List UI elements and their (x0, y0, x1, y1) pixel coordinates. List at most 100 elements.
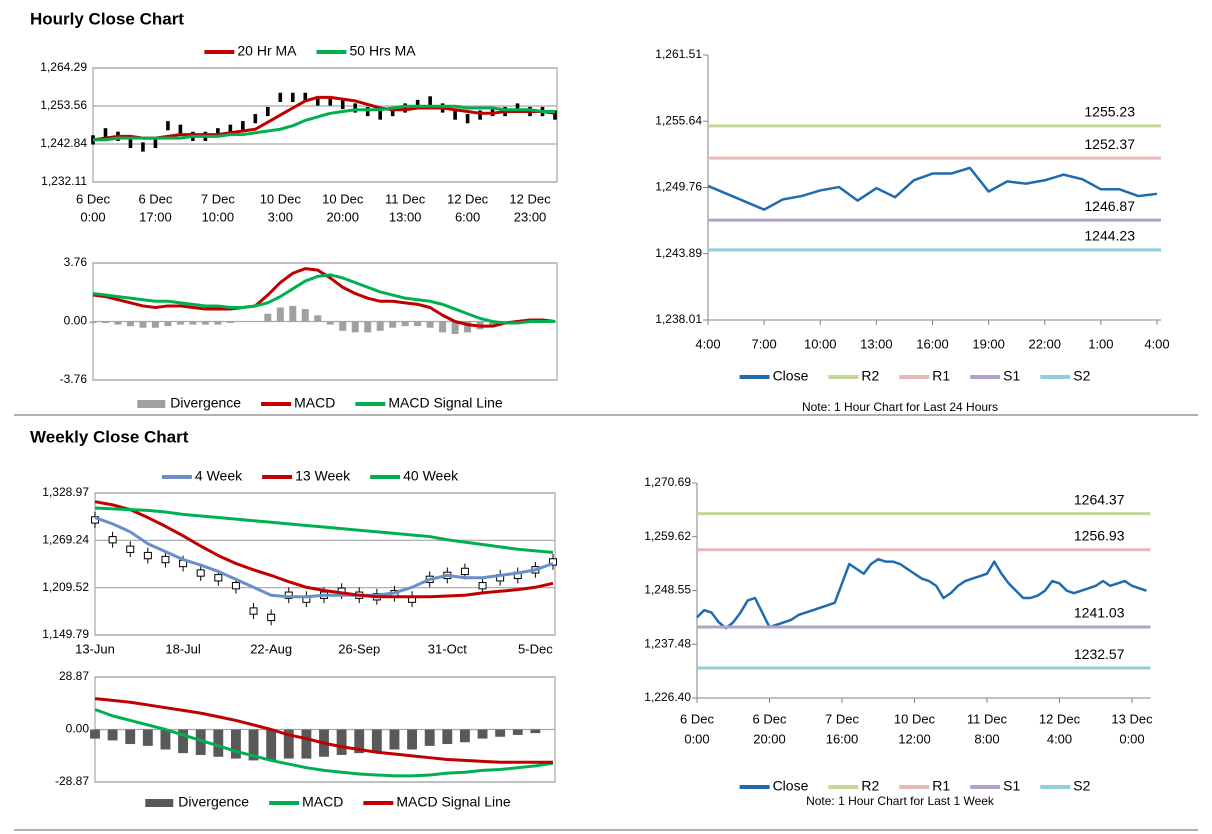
x-tick-label: 11 Dec (385, 191, 426, 206)
candle (241, 121, 245, 131)
section-title: Hourly Close Chart (30, 9, 184, 28)
y-tick-label: 28.87 (59, 669, 89, 683)
legend-swatch (145, 799, 174, 807)
candle (153, 138, 158, 149)
y-tick-label: -28.87 (55, 774, 89, 788)
divergence-bar (530, 729, 541, 734)
divergence-bar (213, 729, 224, 757)
divergence-bar (401, 321, 409, 327)
candle-body (249, 607, 258, 615)
x-tick-label: 10 Dec (894, 711, 936, 726)
legend-label: S1 (1003, 368, 1020, 384)
divergence-bar (226, 321, 234, 324)
divergence-bar (489, 321, 497, 327)
legend-label: 40 Week (403, 468, 459, 484)
x-tick-label: 20:00 (326, 209, 359, 224)
candle (453, 110, 457, 120)
plot-frame (94, 492, 556, 636)
y-tick-label: 1,255.64 (655, 113, 702, 127)
series-line (707, 166, 1158, 211)
divergence-bar (178, 729, 189, 754)
legend-label: S2 (1073, 778, 1090, 794)
y-tick-label: 1,248.55 (644, 583, 691, 597)
divergence-bar (126, 321, 134, 327)
x-tick-label: 19:00 (972, 336, 1005, 351)
y-tick-label: 1,264.29 (40, 60, 87, 74)
legend-label: R2 (861, 778, 879, 794)
x-tick-label: 6:00 (455, 209, 480, 224)
x-tick-label: 20:00 (753, 731, 786, 746)
divergence-bar (389, 321, 397, 328)
x-tick-label: 10 Dec (322, 191, 364, 206)
divergence-bar (248, 729, 259, 761)
legend-label: MACD (294, 395, 335, 411)
divergence-bar (142, 729, 153, 746)
divergence-bar (289, 305, 297, 322)
divergence-bar (90, 729, 100, 739)
y-tick-label: 1,232.11 (41, 174, 87, 188)
x-tick-label: 16:00 (916, 336, 949, 351)
candle-body (196, 569, 205, 577)
candle-body (143, 551, 152, 560)
y-tick-label: 1,270.69 (644, 475, 691, 489)
candle (390, 106, 395, 117)
divergence-bar (442, 729, 453, 745)
plot-frame (92, 67, 558, 183)
x-tick-label: 0:00 (80, 209, 105, 224)
chart-note: Note: 1 Hour Chart for Last 1 Week (806, 794, 995, 808)
x-tick-label: 26-Sep (338, 641, 380, 656)
divergence-bar (201, 321, 209, 325)
x-tick-label: 10:00 (804, 336, 837, 351)
divergence-bar (114, 321, 122, 325)
divergence-bar (464, 321, 472, 333)
divergence-bar (351, 321, 359, 333)
x-tick-label: 4:00 (695, 336, 720, 351)
candle (141, 142, 145, 152)
level-label: 1241.03 (1074, 605, 1125, 621)
x-tick-label: 17:00 (139, 209, 172, 224)
y-tick-label: 1,328.97 (42, 485, 89, 499)
series-line (94, 697, 553, 764)
candle (253, 114, 258, 124)
candle (128, 138, 133, 149)
series-line (92, 273, 555, 325)
legend-label: 4 Week (195, 468, 243, 484)
x-tick-label: 13:00 (389, 209, 422, 224)
candle-body (460, 567, 469, 576)
candle (340, 99, 345, 110)
series-line (92, 95, 556, 142)
divergence-bar (451, 321, 459, 334)
x-tick-label: 10 Dec (260, 191, 302, 206)
level-label: 1244.23 (1084, 228, 1135, 244)
y-tick-label: -3.76 (60, 372, 88, 386)
candle-body (161, 555, 170, 564)
candle-body (214, 574, 223, 582)
x-tick-label: 13:00 (860, 336, 893, 351)
x-tick-label: 12 Dec (447, 191, 489, 206)
x-tick-label: 7 Dec (825, 711, 859, 726)
x-tick-label: 18-Jul (165, 641, 201, 656)
candle (103, 128, 108, 138)
divergence-bar (160, 729, 171, 750)
divergence-bar (195, 729, 206, 755)
divergence-bar (189, 321, 197, 325)
x-tick-label: 16:00 (826, 731, 859, 746)
divergence-bar (301, 309, 309, 322)
divergence-bar (276, 307, 284, 322)
divergence-bar (176, 321, 184, 325)
series-line (94, 708, 554, 778)
legend-label: 13 Week (295, 468, 351, 484)
divergence-bar (414, 321, 422, 327)
legend: 20 Hr MA 50 Hrs MA (204, 43, 416, 59)
series-line (94, 516, 554, 599)
candle (365, 106, 370, 117)
legend-label: Close (773, 368, 809, 384)
divergence-bar (364, 321, 372, 333)
x-tick-label: 12 Dec (1039, 711, 1081, 726)
y-tick-label: 1,261.51 (655, 47, 702, 61)
series-line (93, 104, 555, 142)
legend-label: 50 Hrs MA (350, 43, 417, 59)
legend-label: S1 (1003, 778, 1020, 794)
divergence-bar (424, 729, 435, 746)
x-tick-label: 1:00 (1088, 336, 1113, 351)
